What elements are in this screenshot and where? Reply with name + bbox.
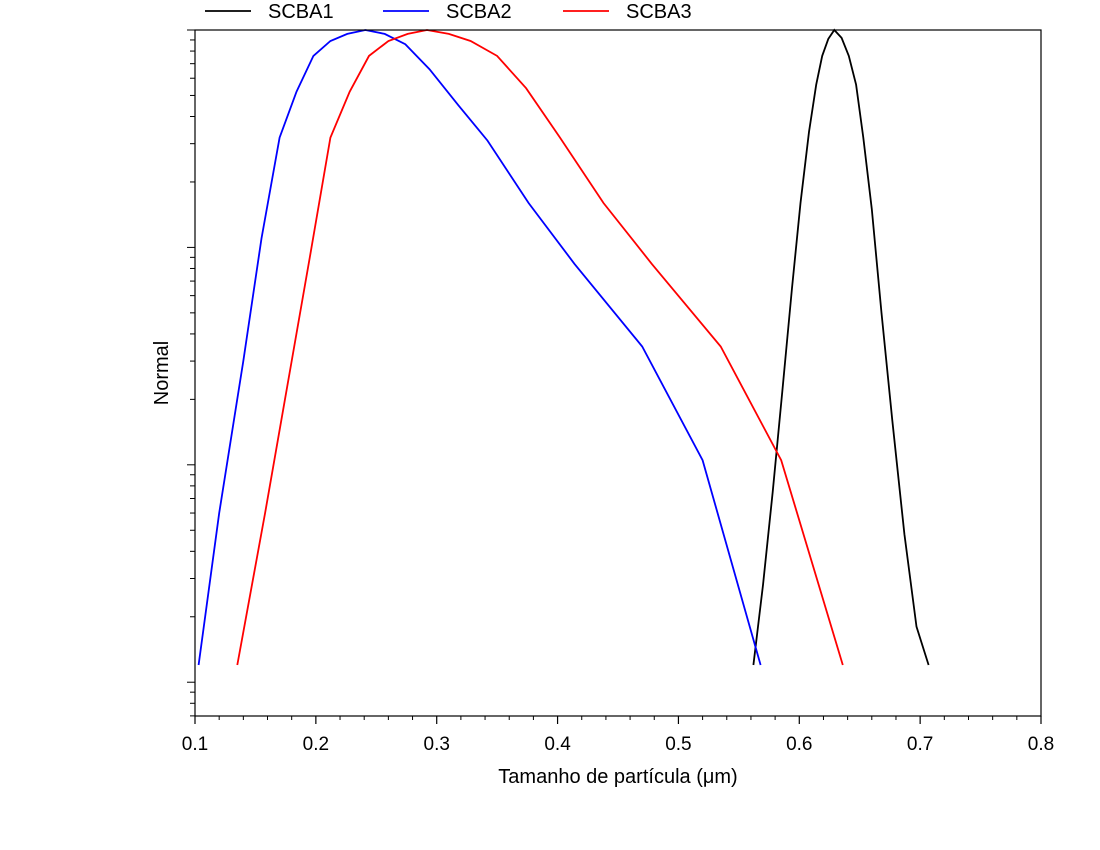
plot-frame <box>194 29 1042 717</box>
x-tick-label: 0.7 <box>907 734 933 755</box>
x-tick-label: 0.6 <box>786 734 812 755</box>
y-axis <box>187 29 195 717</box>
x-tick-label: 0.5 <box>665 734 691 755</box>
series-line-scba2 <box>197 29 762 666</box>
legend-label-scba1: SCBA1 <box>268 1 334 23</box>
legend-label-scba2: SCBA2 <box>446 1 512 23</box>
x-axis: 0.1 0.2 0.3 0.4 0.5 0.6 0.7 0.8 <box>182 716 1054 755</box>
series-line-scba1 <box>752 28 930 666</box>
x-tick-label: 0.8 <box>1028 734 1054 755</box>
series-line-scba3 <box>236 29 844 666</box>
legend: SCBA1 SCBA2 SCBA3 <box>205 1 692 23</box>
x-tick-label: 0.1 <box>182 734 208 755</box>
x-tick-label: 0.4 <box>544 734 571 755</box>
legend-label-scba3: SCBA3 <box>626 1 692 23</box>
plot-area <box>197 28 930 666</box>
x-axis-title: Tamanho de partícula (μm) <box>498 766 737 788</box>
x-tick-label: 0.3 <box>424 734 450 755</box>
x-tick-label: 0.2 <box>303 734 329 755</box>
y-axis-title: Normal <box>151 341 173 405</box>
